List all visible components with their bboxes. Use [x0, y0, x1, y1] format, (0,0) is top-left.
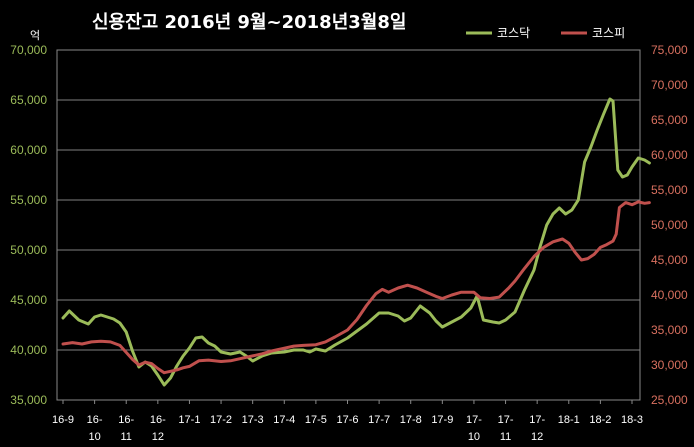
x-tick-label-line2: 10 — [468, 431, 480, 443]
right-tick-label: 35,000 — [651, 323, 688, 337]
x-tick-label: 17-6 — [336, 414, 358, 426]
right-axis-ticks: 25,000 30,000 35,000 40,000 45,000 50,000 55,0… — [651, 43, 688, 407]
x-tick-label: 17-8 — [400, 414, 422, 426]
x-axis-ticks: 16-9 16- 10 16- 11 16- 12 17-1 17-2 17-3 17-4 17-5 1… — [52, 400, 643, 443]
right-tick-label: 45,000 — [651, 253, 688, 267]
right-tick-label: 75,000 — [651, 43, 688, 57]
x-tick-label-line2: 11 — [500, 431, 511, 443]
kospi-series-line — [61, 200, 651, 375]
x-tick-label: 17-1 — [178, 414, 200, 426]
right-tick-label: 70,000 — [651, 78, 688, 92]
kosdaq-series-line — [61, 97, 651, 387]
left-tick-label: 40,000 — [10, 343, 47, 357]
plot-area — [56, 49, 641, 401]
right-tick-label: 65,000 — [651, 113, 688, 127]
x-tick-label-line2: 10 — [88, 431, 100, 443]
right-tick-label: 55,000 — [651, 183, 688, 197]
legend: 코스닥 코스피 — [466, 26, 625, 40]
x-tick-label: 17-4 — [273, 414, 295, 426]
x-tick-label: 17-7 — [368, 414, 390, 426]
x-tick-label-line2: 12 — [152, 431, 164, 443]
left-tick-label: 70,000 — [10, 43, 47, 57]
left-tick-label: 50,000 — [10, 243, 47, 257]
x-tick-label-line2: 12 — [531, 431, 543, 443]
series-lines — [61, 97, 651, 387]
x-tick-label: 17- — [498, 414, 514, 426]
left-tick-label: 55,000 — [10, 193, 47, 207]
x-tick-label: 18-2 — [589, 414, 611, 426]
chart-title: 신용잔고 2016년 9월~2018년3월8일 — [92, 12, 406, 33]
x-tick-label: 16- — [118, 414, 134, 426]
x-tick-label: 18-1 — [558, 414, 580, 426]
x-tick-label: 16- — [150, 414, 166, 426]
right-tick-label: 25,000 — [651, 393, 688, 407]
right-tick-label: 30,000 — [651, 358, 688, 372]
x-tick-label: 18-3 — [621, 414, 643, 426]
x-tick-label: 17-2 — [210, 414, 232, 426]
x-tick-label: 16- — [87, 414, 103, 426]
x-tick-label: 17-9 — [431, 414, 453, 426]
legend-kospi-label: 코스피 — [592, 26, 625, 40]
left-tick-label: 35,000 — [10, 393, 47, 407]
right-tick-label: 60,000 — [651, 148, 688, 162]
x-tick-label: 17-5 — [305, 414, 327, 426]
left-tick-label: 60,000 — [10, 143, 47, 157]
left-tick-label: 65,000 — [10, 93, 47, 107]
y-unit-label: 억 — [30, 29, 40, 42]
legend-kosdaq-label: 코스닥 — [497, 26, 530, 40]
left-tick-label: 45,000 — [10, 293, 47, 307]
x-tick-label: 17-3 — [242, 414, 264, 426]
right-tick-label: 50,000 — [651, 218, 688, 232]
x-tick-label: 17- — [529, 414, 545, 426]
x-tick-label: 17- — [466, 414, 482, 426]
x-tick-label-line2: 11 — [121, 431, 132, 443]
gridlines — [57, 99, 640, 351]
x-tick-label: 16-9 — [52, 414, 74, 426]
left-axis-ticks: 35,000 40,000 45,000 50,000 55,000 60,000 65,0… — [10, 43, 47, 407]
right-tick-label: 40,000 — [651, 288, 688, 302]
